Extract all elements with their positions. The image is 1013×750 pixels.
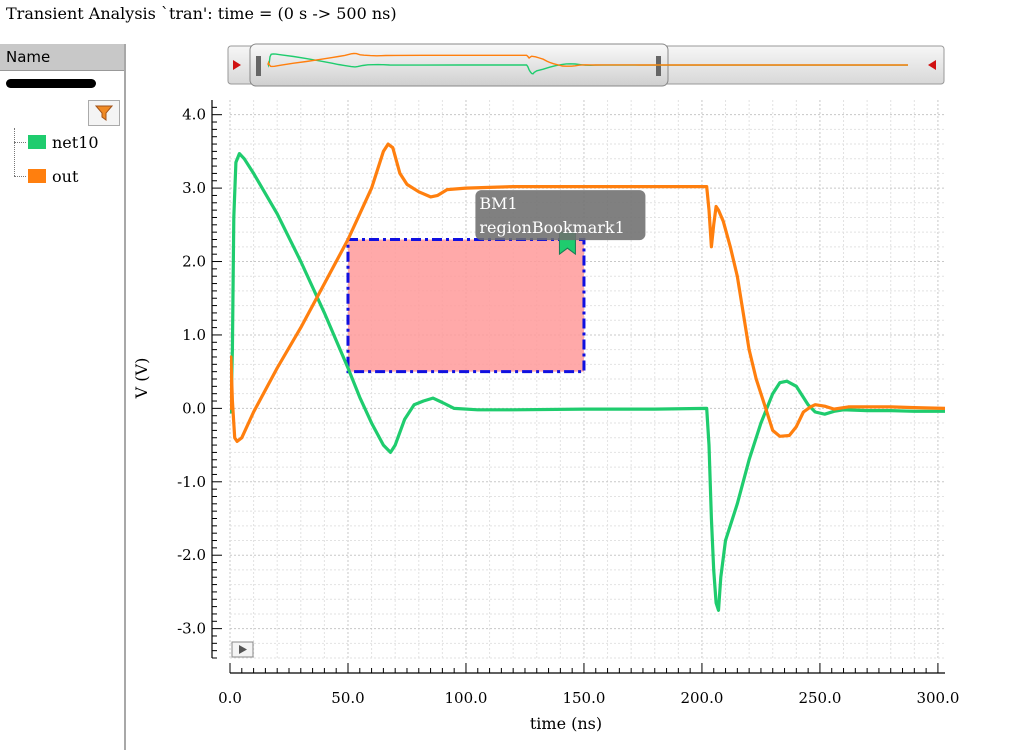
right-grip-handle[interactable] <box>656 56 661 76</box>
y-tick-label: 3.0 <box>182 179 206 197</box>
tree-connector <box>14 128 15 176</box>
x-tick-label: 0.0 <box>218 689 242 707</box>
bookmark-tooltip <box>475 190 646 241</box>
overview-traces <box>267 52 908 75</box>
trace-sidebar: Name net10 out <box>0 44 126 750</box>
y-tick-label: 4.0 <box>182 106 206 124</box>
overview-line-out <box>267 52 908 68</box>
legend-item-out[interactable]: out <box>14 165 78 187</box>
out-color-swatch <box>28 169 46 183</box>
overview-scrollbar[interactable] <box>227 43 945 87</box>
x-tick-label: 100.0 <box>444 689 487 707</box>
y-tick-label: -3.0 <box>177 620 206 638</box>
x-tick-label: 200.0 <box>680 689 723 707</box>
x-tick-label: 50.0 <box>331 689 364 707</box>
redacted-label <box>6 79 96 88</box>
series-line-net10[interactable] <box>230 152 945 612</box>
analysis-title: Transient Analysis `tran': time = (0 s -… <box>6 4 397 23</box>
x-tick-label: 150.0 <box>562 689 605 707</box>
x-axis-label: time (ns) <box>530 714 602 733</box>
region-bookmark-rect[interactable] <box>346 238 586 374</box>
y-tick-label: -1.0 <box>177 473 206 491</box>
y-tick-label: 0.0 <box>182 399 206 417</box>
bookmark-name: BM1 <box>479 194 517 213</box>
name-column-header[interactable]: Name <box>0 44 124 71</box>
x-tick-label: 250.0 <box>798 689 841 707</box>
series-line-out[interactable] <box>230 142 945 443</box>
net10-color-swatch <box>28 135 46 149</box>
y-tick-label: 2.0 <box>182 253 206 271</box>
bookmark-region-name: regionBookmark1 <box>479 218 624 237</box>
legend-item-net10[interactable]: net10 <box>14 131 99 153</box>
legend-label: out <box>52 166 79 186</box>
axes: 4.0 3.0 2.0 1.0 0.0 -1.0 -2.0 -3.0 0.0 50.0 100.0 1… <box>177 100 959 707</box>
legend-label: net10 <box>52 132 99 152</box>
play-icon[interactable] <box>231 641 254 658</box>
scroll-right-icon[interactable] <box>928 60 936 70</box>
left-grip-handle[interactable] <box>256 56 261 76</box>
scroll-left-icon[interactable] <box>233 60 241 70</box>
x-tick-label: 300.0 <box>916 689 959 707</box>
y-tick-label: -2.0 <box>177 546 206 564</box>
y-tick-label: 1.0 <box>182 326 206 344</box>
filter-funnel-icon[interactable] <box>88 100 120 126</box>
y-axis-label: V (V) <box>132 358 151 400</box>
